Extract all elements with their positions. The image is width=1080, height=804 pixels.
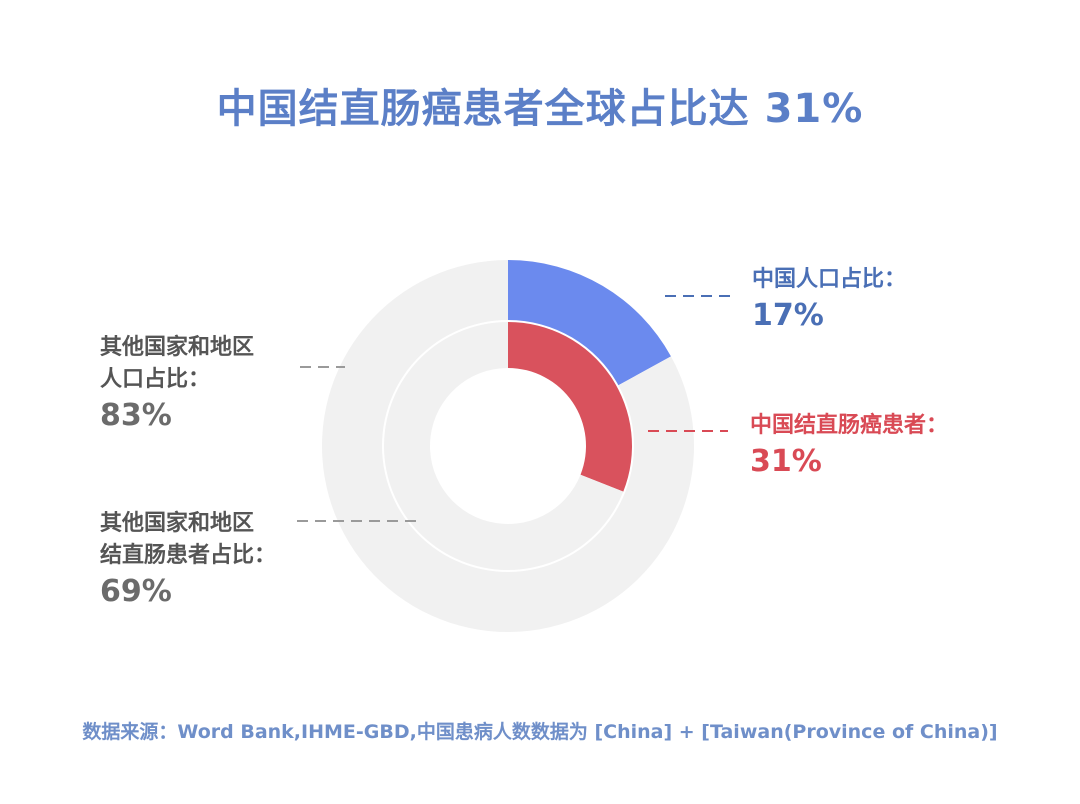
chart-title: 中国结直肠癌患者全球占比达 31% [216,86,864,132]
label-china-population: 中国人口占比： 17% [752,264,906,336]
label-other-population: 其他国家和地区 人口占比： 83% [100,332,254,436]
label-other-population-line1: 其他国家和地区 [100,335,255,360]
label-other-patients-line1: 其他国家和地区 [100,511,255,536]
value-china-patients: 31% [750,444,822,479]
value-china-population: 17% [752,298,824,333]
label-other-patients-line2: 结直肠患者占比： [100,543,277,568]
value-other-population: 83% [100,398,172,433]
value-other-patients: 69% [100,574,172,609]
slice-china-patients [508,322,633,492]
label-china-patients: 中国结直肠癌患者： 31% [750,410,948,482]
label-other-population-line2: 人口占比： [100,367,211,392]
data-source-note: 数据来源：Word Bank,IHME-GBD,中国患病人数数据为 [China… [82,721,998,743]
slice-other-patients [383,322,624,571]
label-china-patients-text: 中国结直肠癌患者： [750,413,949,438]
slice-other-population [322,260,694,632]
label-china-population-text: 中国人口占比： [752,267,907,292]
slice-china-population [508,260,671,386]
label-other-patients: 其他国家和地区 结直肠患者占比： 69% [100,508,276,612]
